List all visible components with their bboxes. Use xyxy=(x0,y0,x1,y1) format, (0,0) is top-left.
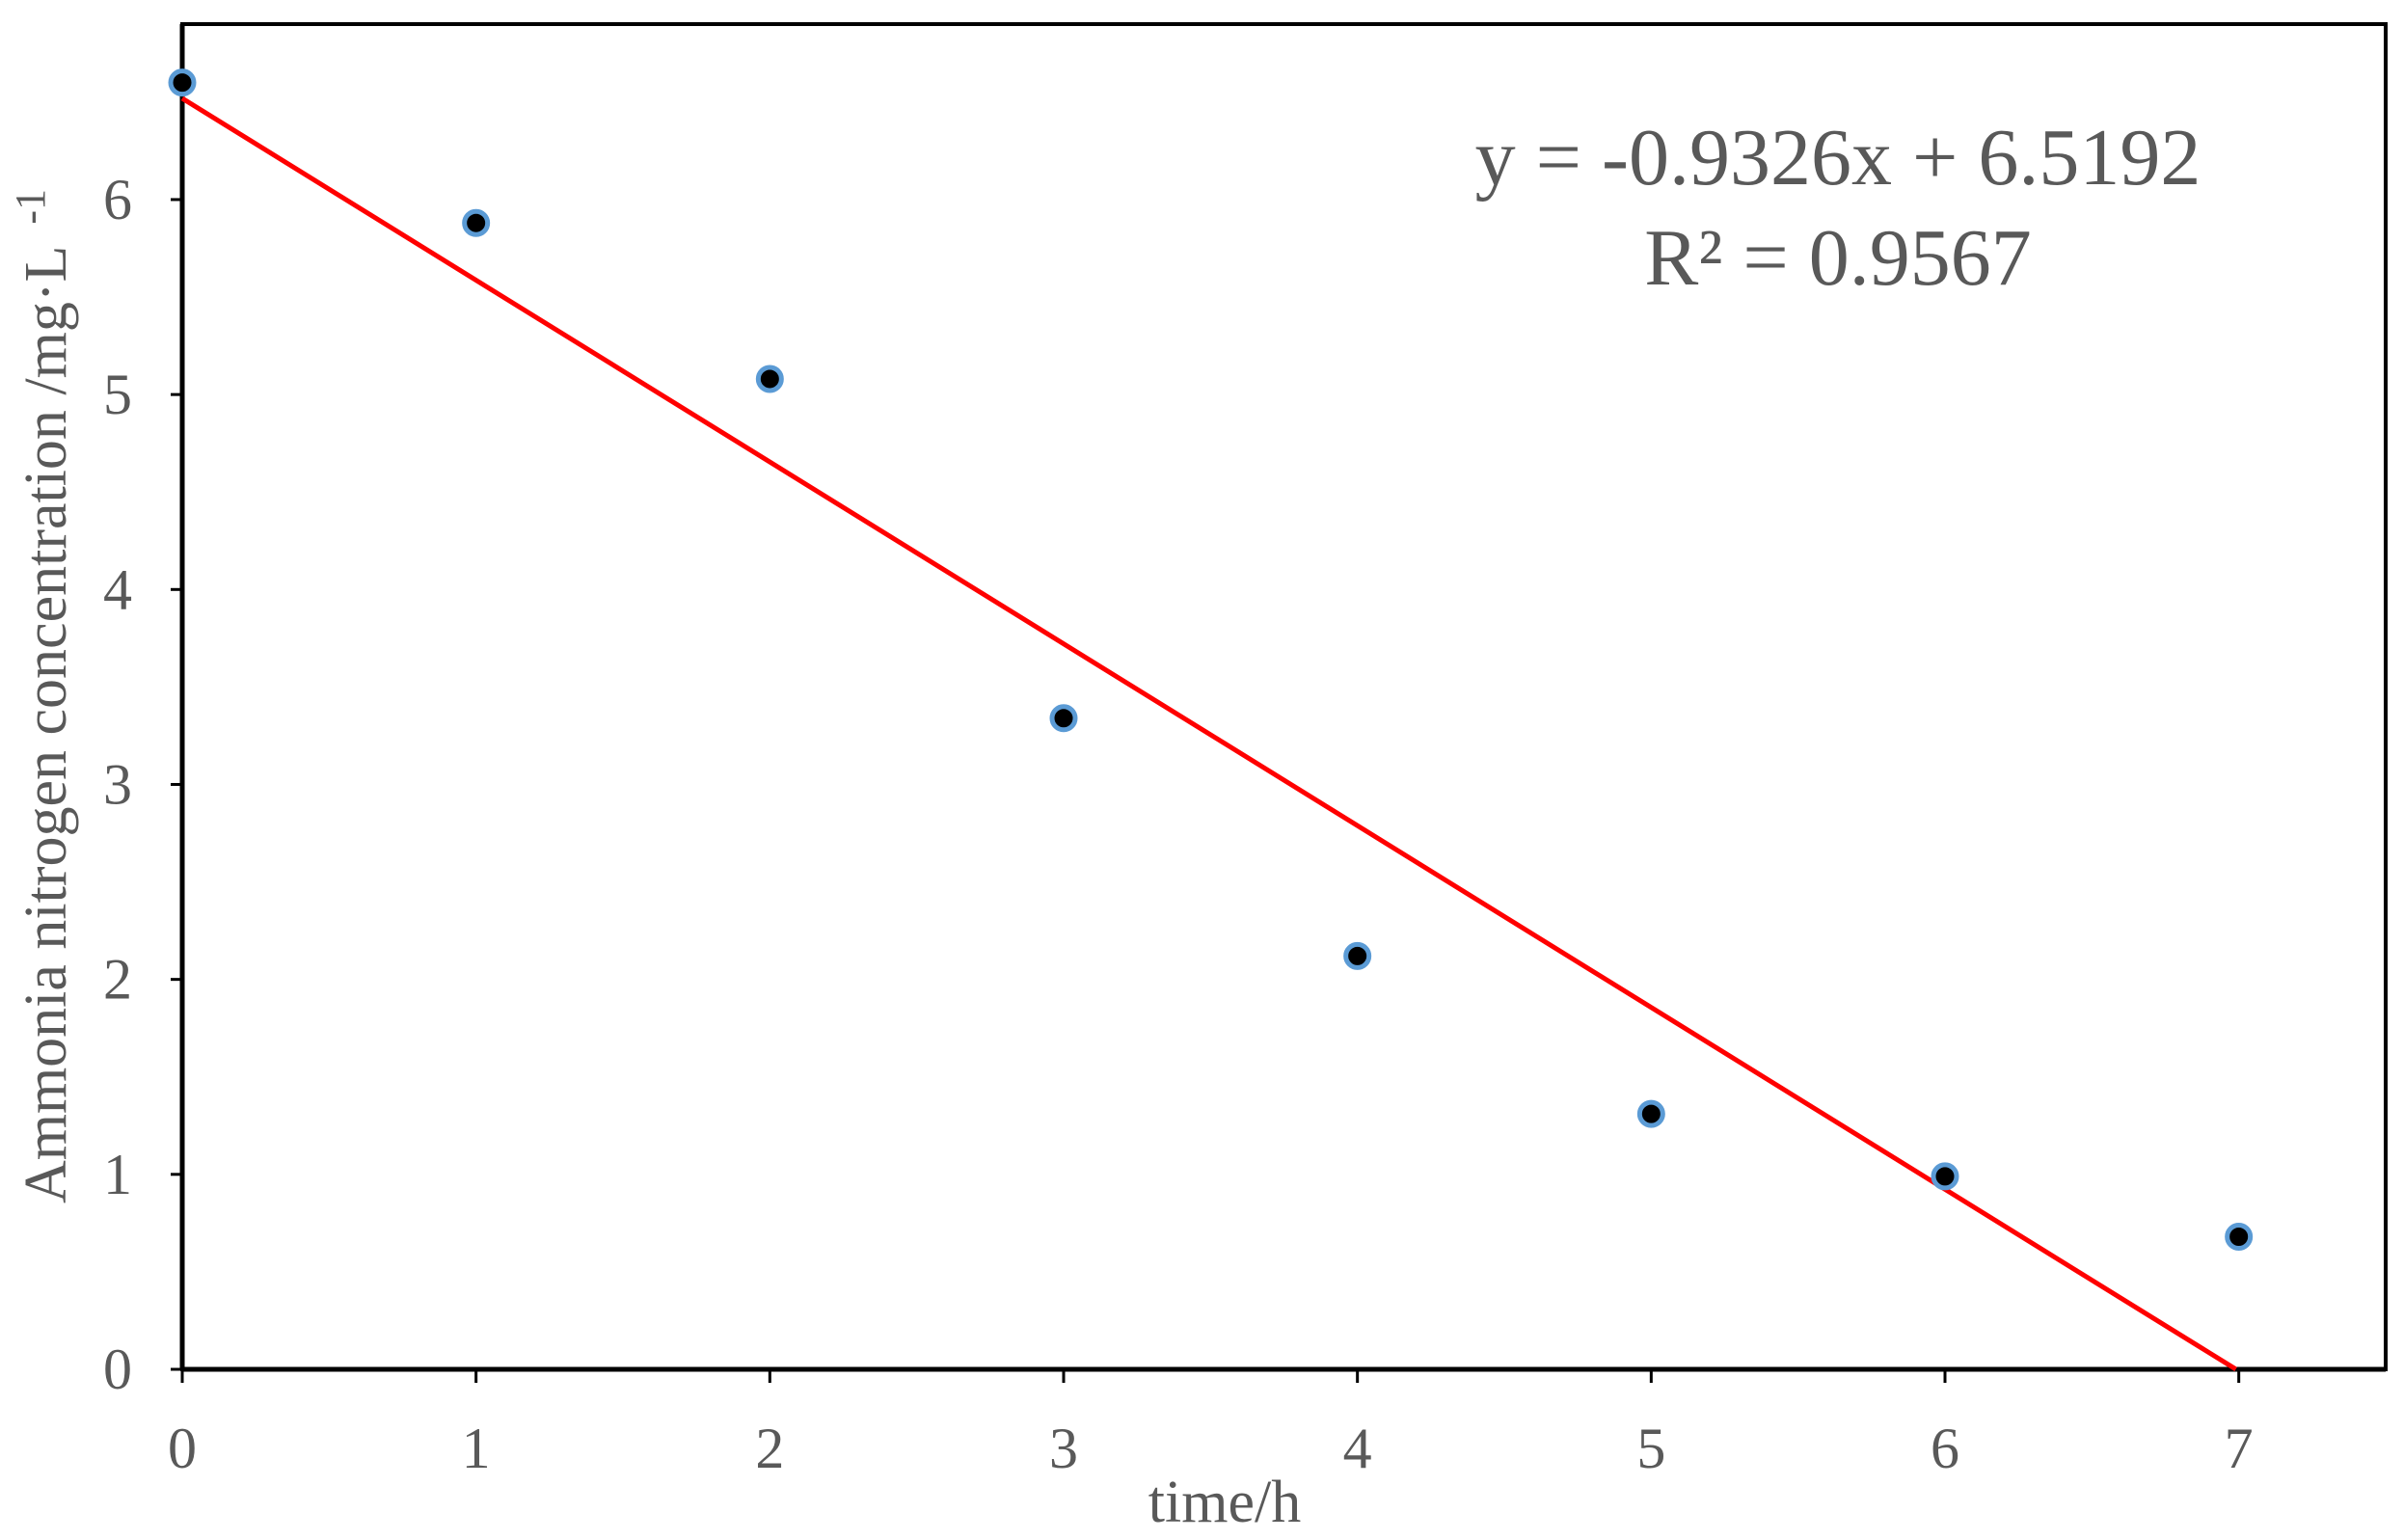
data-points xyxy=(168,68,2254,1252)
data-point xyxy=(1049,704,1078,733)
y-tick-label: 0 xyxy=(103,1337,132,1401)
x-tick-label: 1 xyxy=(462,1417,491,1480)
y-tick-label: 2 xyxy=(103,948,132,1012)
data-point xyxy=(1343,941,1372,970)
x-tick-label: 0 xyxy=(168,1417,197,1480)
y-tick-label: 6 xyxy=(103,168,132,231)
x-axis-ticks: 0 1 2 3 4 5 6 7 xyxy=(168,1369,2254,1480)
data-point xyxy=(1636,1099,1665,1128)
r-squared-label: R² = 0.9567 xyxy=(1644,213,2032,303)
data-point xyxy=(2225,1223,2254,1252)
trendline xyxy=(180,95,2237,1372)
y-tick-label: 4 xyxy=(103,557,132,621)
y-tick-label: 3 xyxy=(103,752,132,816)
x-tick-label: 3 xyxy=(1049,1417,1078,1480)
y-axis-title: Ammonia nitrogen concentration /mg·L -1 xyxy=(7,189,79,1203)
x-tick-label: 5 xyxy=(1636,1417,1665,1480)
x-tick-label: 6 xyxy=(1931,1417,1959,1480)
x-tick-label: 4 xyxy=(1343,1417,1372,1480)
data-point xyxy=(1931,1162,1959,1191)
y-axis-ticks: 0 1 2 3 4 5 6 xyxy=(103,168,182,1401)
y-tick-label: 1 xyxy=(103,1143,132,1206)
data-point xyxy=(755,365,784,393)
trendline-equation: y = -0.9326x + 6.5192 xyxy=(1475,113,2201,203)
trendline-layer xyxy=(180,95,2237,1372)
data-point xyxy=(462,208,491,237)
y-axis-title-main: Ammonia nitrogen concentration /mg·L xyxy=(14,246,79,1203)
x-axis-title: time/h xyxy=(1148,1470,1301,1535)
y-axis-title-exponent: -1 xyxy=(7,189,54,225)
x-tick-label: 7 xyxy=(2225,1417,2254,1480)
y-tick-label: 5 xyxy=(103,363,132,426)
plot-frame xyxy=(180,22,2388,1371)
x-tick-label: 2 xyxy=(755,1417,784,1480)
data-point xyxy=(168,68,197,97)
